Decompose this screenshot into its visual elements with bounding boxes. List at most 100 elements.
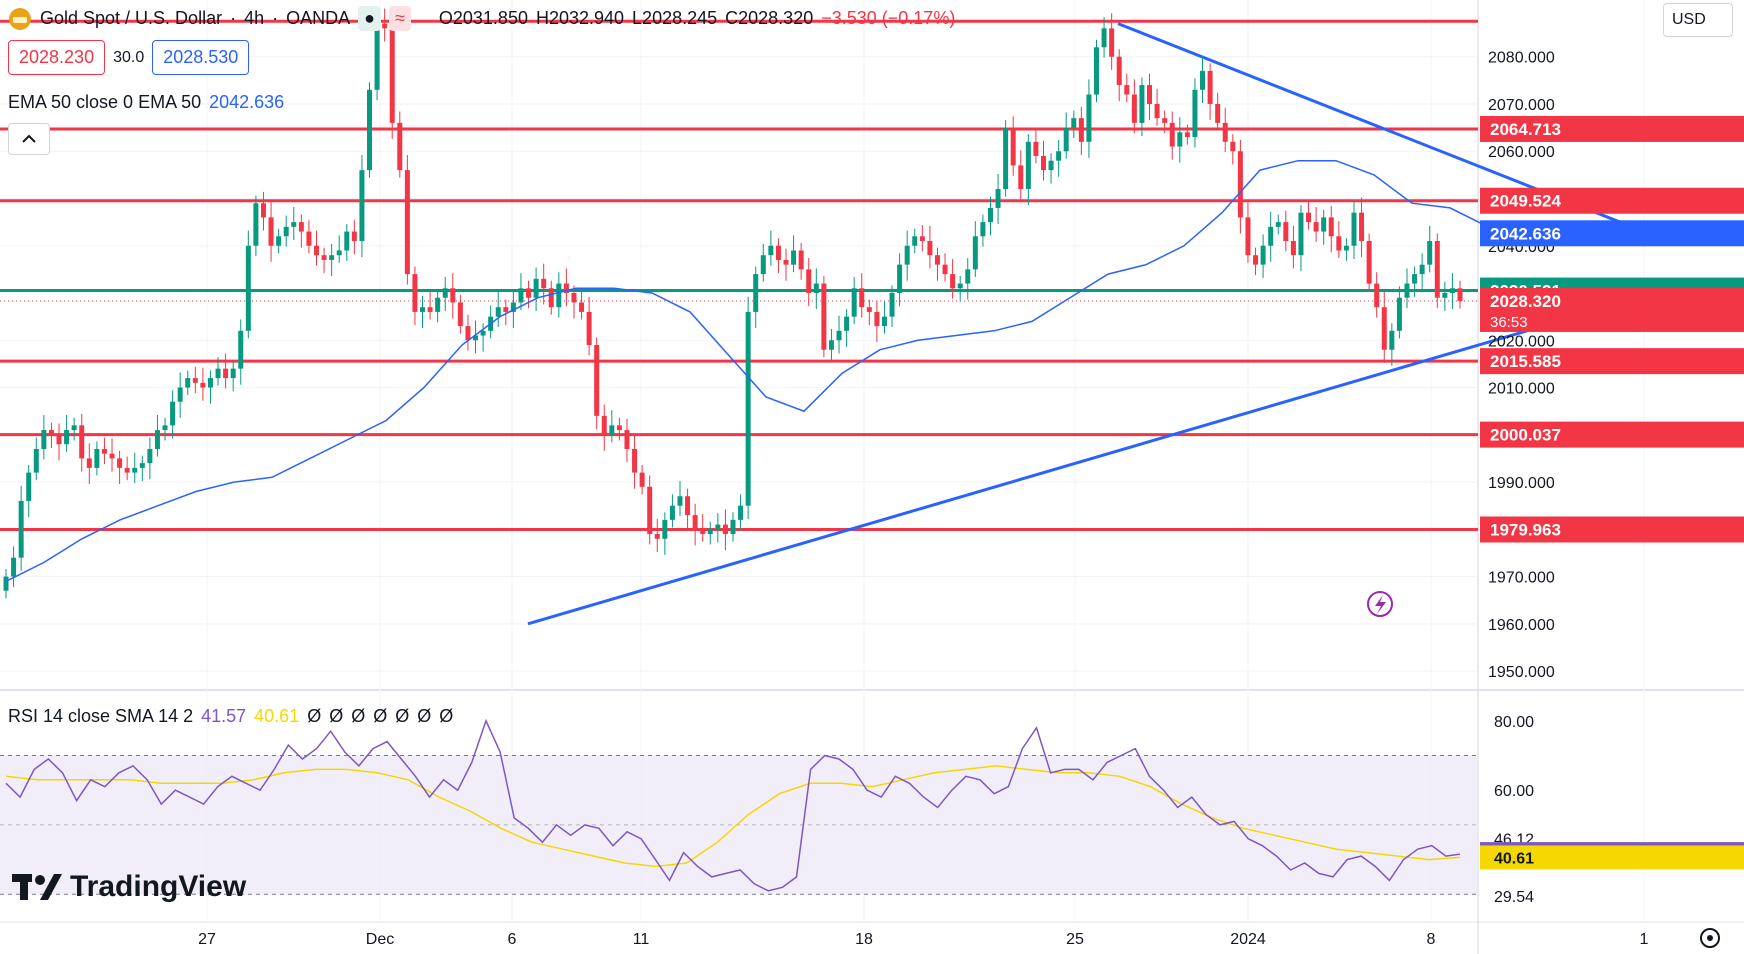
candle-154 xyxy=(1169,122,1175,147)
collapse-legend-button[interactable] xyxy=(8,123,50,155)
candle-138 xyxy=(1048,160,1054,171)
candle-22 xyxy=(170,401,176,426)
rsi-extra-0: Ø xyxy=(307,706,322,726)
candle-73 xyxy=(556,283,562,308)
interval[interactable]: 4h xyxy=(244,8,265,28)
candle-107 xyxy=(813,283,819,294)
candle-103 xyxy=(783,259,789,265)
time-tick-7: 8 xyxy=(1427,931,1436,948)
time-tick-5: 25 xyxy=(1066,931,1084,948)
settings-gear-icon[interactable] xyxy=(1700,928,1720,948)
candle-5 xyxy=(41,430,47,449)
candle-87 xyxy=(662,519,668,539)
price-label-5: 2015.585 xyxy=(1490,352,1561,371)
candle-106 xyxy=(806,269,812,294)
candle-93 xyxy=(707,529,713,535)
time-tick-8: 1 xyxy=(1640,931,1649,948)
candle-72 xyxy=(548,288,554,308)
candle-174 xyxy=(1321,217,1327,232)
candle-128 xyxy=(972,236,978,270)
candle-99 xyxy=(753,274,759,312)
candle-50 xyxy=(382,23,388,29)
trade-buttons: 2028.230 30.0 2028.530 xyxy=(8,40,250,75)
candle-19 xyxy=(147,448,153,464)
candle-2 xyxy=(18,500,24,558)
buy-button[interactable]: 2028.530 xyxy=(152,40,250,75)
candle-119 xyxy=(904,245,910,265)
lightning-bolt xyxy=(1375,595,1386,614)
lightning-icon[interactable] xyxy=(1367,591,1393,617)
candle-145 xyxy=(1101,28,1107,48)
time-axis[interactable]: 27 Dec 6 11 18 25 2024 8 1 xyxy=(198,931,1648,948)
candle-39 xyxy=(298,222,304,232)
candle-11 xyxy=(86,458,92,468)
candle-164 xyxy=(1245,217,1251,256)
candle-141 xyxy=(1071,118,1077,128)
candle-134 xyxy=(1018,165,1024,190)
ema-polyline xyxy=(5,159,1527,582)
candle-130 xyxy=(987,207,993,223)
candle-111 xyxy=(844,316,850,331)
price-label-bg-1 xyxy=(1480,187,1744,214)
candle-184 xyxy=(1396,297,1402,331)
candle-53 xyxy=(404,170,410,275)
candle-147 xyxy=(1116,56,1122,86)
lightning-ring xyxy=(1367,591,1393,617)
candle-187 xyxy=(1419,264,1425,275)
candle-81 xyxy=(616,425,622,431)
candle-82 xyxy=(624,430,630,449)
candle-152 xyxy=(1154,103,1160,119)
candle-7 xyxy=(56,434,62,445)
rsi-ma-value: 40.61 xyxy=(254,706,300,726)
rsi-extra-2: Ø xyxy=(351,706,366,726)
candle-32 xyxy=(245,245,251,331)
candle-150 xyxy=(1139,85,1145,123)
price-tick-12: 2070.000 xyxy=(1488,97,1555,114)
candle-117 xyxy=(889,293,895,317)
price-label-bg-6 xyxy=(1480,421,1744,448)
candle-83 xyxy=(632,448,638,473)
candles[interactable] xyxy=(3,8,1463,599)
candle-75 xyxy=(571,293,577,303)
candle-67 xyxy=(510,302,516,312)
symbol-name[interactable]: Gold Spot / U.S. Dollar xyxy=(40,8,223,28)
candle-185 xyxy=(1404,283,1410,298)
candle-173 xyxy=(1313,222,1319,232)
candle-160 xyxy=(1215,103,1221,123)
currency-selector[interactable]: USD xyxy=(1663,3,1733,37)
price-label-bg-7 xyxy=(1480,516,1744,543)
rsi-legend[interactable]: RSI 14 close SMA 14 2 41.57 40.61 Ø Ø Ø … xyxy=(8,706,453,727)
sell-button[interactable]: 2028.230 xyxy=(8,40,106,75)
candle-118 xyxy=(897,264,903,294)
candle-35 xyxy=(268,217,274,246)
brand-logo: TradingView xyxy=(12,870,246,904)
ema-legend[interactable]: EMA 50 close 0 EMA 50 2042.636 xyxy=(8,92,284,113)
rsi-extra-5: Ø xyxy=(417,706,432,726)
candle-59 xyxy=(450,288,456,303)
price-tick-11: 2060.000 xyxy=(1488,144,1555,161)
candle-143 xyxy=(1086,94,1092,142)
candle-76 xyxy=(579,302,585,312)
exchange: OANDA xyxy=(286,8,351,28)
wave-icon[interactable]: ≈ xyxy=(389,6,411,31)
rsi-label-1: 40.61 xyxy=(1494,850,1534,867)
rsi-tick-0: 80.00 xyxy=(1494,714,1534,731)
market-open-icon[interactable]: ● xyxy=(358,6,381,31)
price-tick-6: 2010.000 xyxy=(1488,381,1555,398)
candle-115 xyxy=(874,311,880,327)
candle-94 xyxy=(715,524,721,530)
rsi-polyline xyxy=(5,718,1461,892)
trendline-ascending xyxy=(527,291,1657,626)
candle-112 xyxy=(851,288,857,317)
chevron-up-icon xyxy=(22,134,36,143)
candle-127 xyxy=(965,269,971,284)
candle-69 xyxy=(526,288,532,298)
candle-65 xyxy=(495,307,501,317)
candle-89 xyxy=(677,496,683,506)
candle-189 xyxy=(1434,241,1440,298)
candle-96 xyxy=(730,519,736,535)
time-tick-4: 18 xyxy=(855,931,873,948)
price-label-0: 2064.713 xyxy=(1490,120,1561,139)
gear-ring xyxy=(1700,928,1720,948)
